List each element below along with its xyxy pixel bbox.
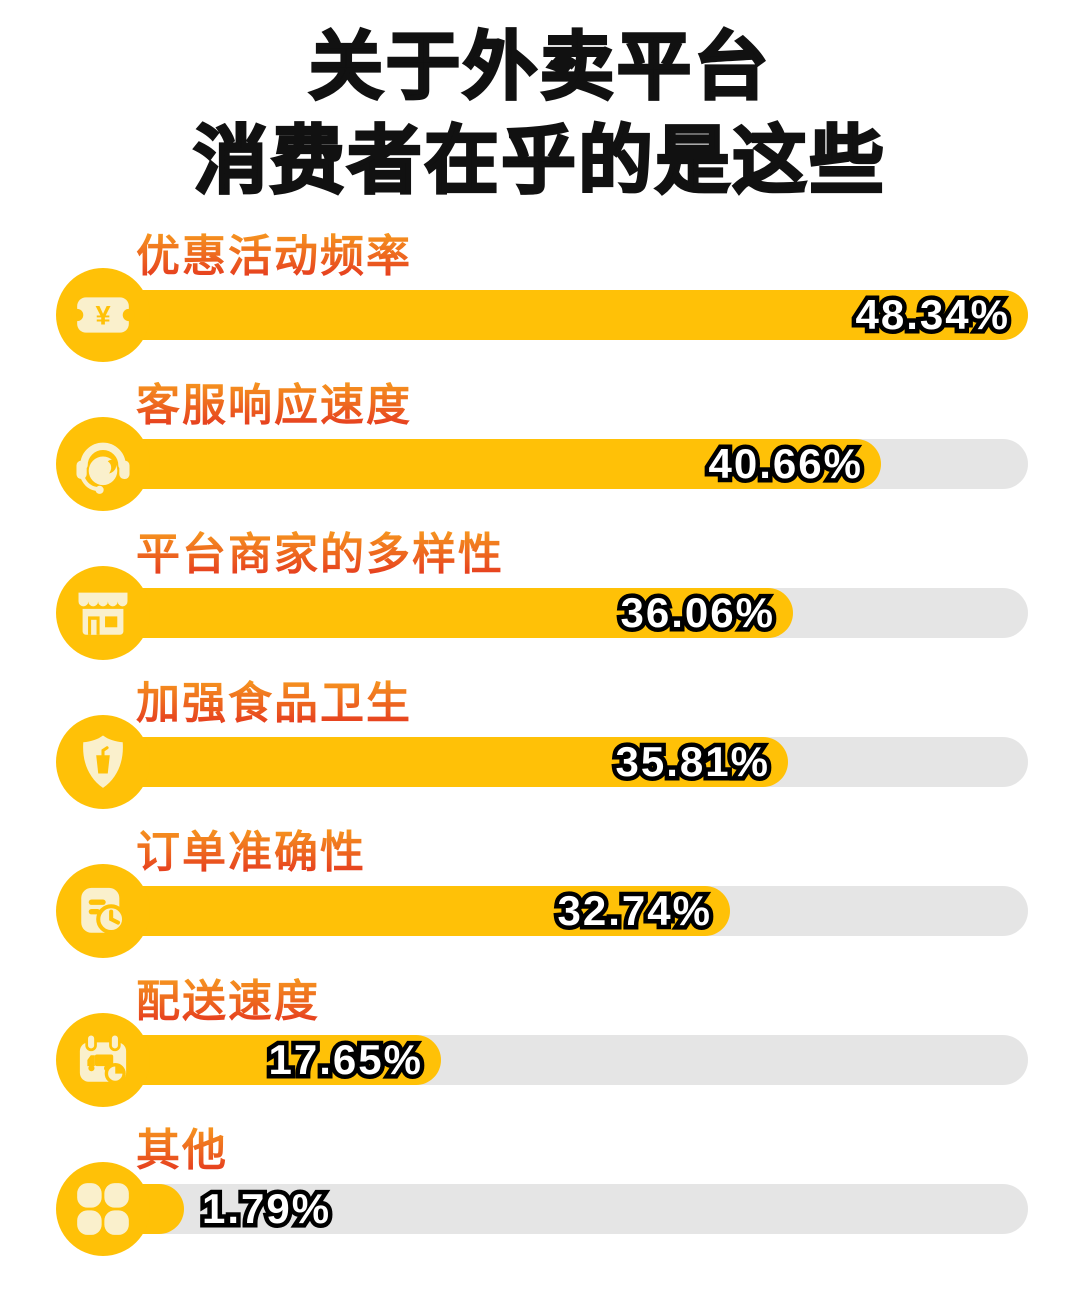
headset-agent-icon <box>69 430 137 498</box>
category-icon-circle <box>56 864 150 958</box>
page-title: 关于外卖平台 消费者在乎的是这些 <box>0 20 1080 208</box>
category-icon-circle <box>56 715 150 809</box>
bar-track: 40.66% <box>104 439 1028 489</box>
value-label: 1.79% <box>202 1185 331 1233</box>
chart-row: 优惠活动频率 48.34% <box>0 218 1080 367</box>
bar-track: 1.79% <box>104 1184 1028 1234</box>
category-icon-circle <box>56 566 150 660</box>
category-label: 其他 <box>136 1114 228 1178</box>
value-label: 40.66% <box>709 440 864 488</box>
bar-track: 32.74% <box>104 886 1028 936</box>
category-label: 订单准确性 <box>136 816 366 880</box>
category-label: 优惠活动频率 <box>136 220 412 284</box>
chart-row: 订单准确性 32.74% <box>0 814 1080 963</box>
chart-row: 配送速度 17.65% <box>0 963 1080 1112</box>
chart-row: 其他 1.79% <box>0 1112 1080 1261</box>
value-label: 32.74% <box>558 887 713 935</box>
title-line-2: 消费者在乎的是这些 <box>192 118 887 204</box>
category-icon-circle <box>56 417 150 511</box>
category-label: 加强食品卫生 <box>136 667 412 731</box>
chart-row: 平台商家的多样性 36.06% <box>0 516 1080 665</box>
shield-food-icon <box>69 728 137 796</box>
value-label: 36.06% <box>621 589 776 637</box>
category-icon-circle <box>56 1162 150 1256</box>
storefront-icon <box>69 579 137 647</box>
category-label: 客服响应速度 <box>136 369 412 433</box>
bar-track: 35.81% <box>104 737 1028 787</box>
chart-row: 客服响应速度 40.66% <box>0 367 1080 516</box>
bar-track: 36.06% <box>104 588 1028 638</box>
clover-icon <box>69 1175 137 1243</box>
chart-row: 加强食品卫生 35.81% <box>0 665 1080 814</box>
coupon-yen-icon <box>69 281 137 349</box>
category-label: 平台商家的多样性 <box>136 518 504 582</box>
value-label: 35.81% <box>616 738 771 786</box>
bar-track: 48.34% <box>104 290 1028 340</box>
bar-track: 17.65% <box>104 1035 1028 1085</box>
value-label: 48.34% <box>856 291 1011 339</box>
category-icon-circle <box>56 1013 150 1107</box>
category-icon-circle <box>56 268 150 362</box>
category-label: 配送速度 <box>136 965 320 1029</box>
value-label: 17.65% <box>269 1036 424 1084</box>
title-line-1: 关于外卖平台 <box>308 24 771 110</box>
delivery-calendar-icon <box>69 1026 137 1094</box>
order-clock-icon <box>69 877 137 945</box>
